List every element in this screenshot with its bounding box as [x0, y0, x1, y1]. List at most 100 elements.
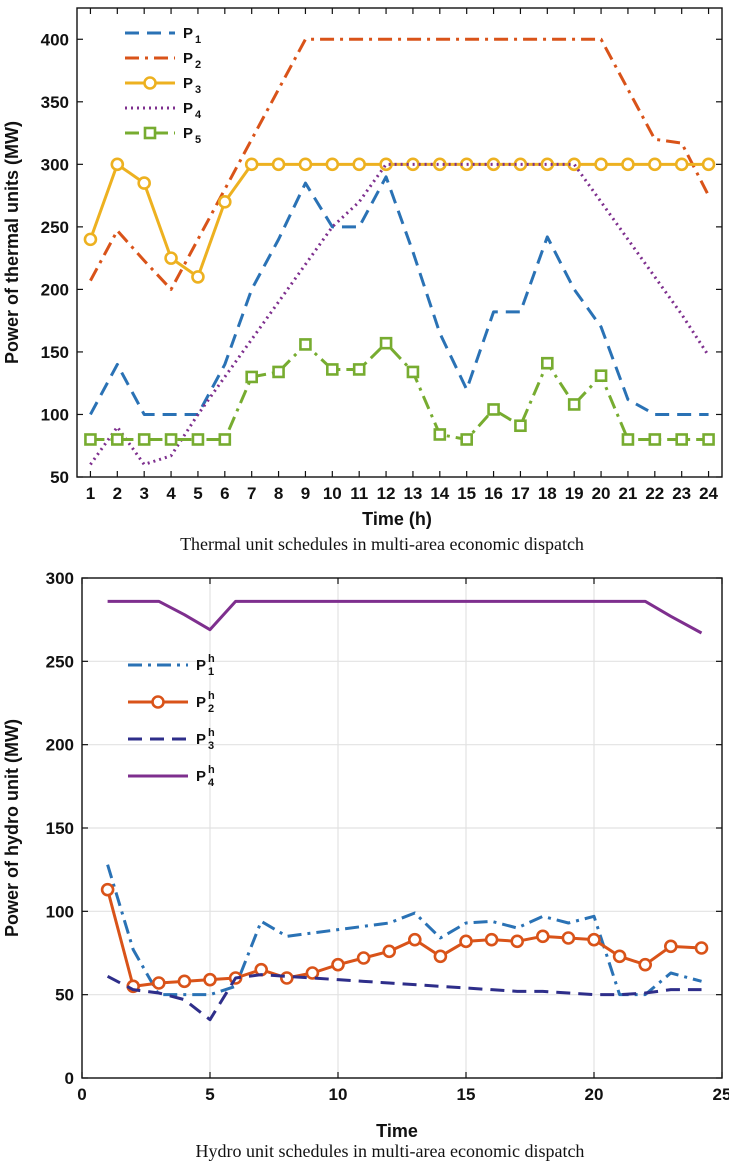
data-point: [510, 934, 525, 949]
data-point: [379, 157, 393, 172]
x-tick-label: 20: [592, 484, 611, 503]
data-point: [110, 157, 125, 172]
x-tick-label: 11: [350, 484, 368, 503]
data-point: [535, 929, 550, 944]
y-tick-label: 100: [46, 902, 74, 921]
data-point: [594, 369, 608, 382]
series-line: [90, 341, 709, 441]
series-line: [89, 175, 709, 416]
data-point: [299, 338, 312, 351]
x-tick-label: 6: [220, 484, 229, 503]
data-point: [356, 951, 371, 965]
data-point: [279, 971, 294, 985]
data-point: [459, 934, 473, 949]
x-tick-label: 17: [511, 484, 530, 503]
legend-marker: [143, 76, 157, 90]
x-tick-label: 15: [457, 1085, 476, 1104]
y-tick-label: 200: [46, 736, 74, 755]
data-point: [648, 433, 662, 446]
data-point: [675, 433, 688, 446]
data-point: [298, 157, 313, 172]
data-point: [352, 363, 366, 376]
data-point: [433, 428, 447, 441]
legend-marker: [151, 695, 165, 709]
legend-label: P: [183, 125, 193, 142]
data-point: [164, 433, 178, 446]
legend-marker: [143, 126, 157, 140]
x-tick-label: 21: [618, 484, 637, 503]
data-point: [433, 157, 447, 172]
legend-subscript: 1: [208, 666, 214, 678]
x-tick-label: 8: [274, 484, 283, 503]
data-point: [271, 157, 286, 172]
y-axis-label: Power of thermal units (MW): [2, 121, 22, 364]
legend-label: P: [183, 100, 193, 117]
legend-label: P: [183, 25, 193, 42]
data-point: [486, 157, 501, 172]
data-point: [702, 433, 715, 446]
legend-label: P: [196, 694, 206, 711]
data-point: [514, 419, 527, 433]
legend-label: P: [183, 50, 193, 67]
x-tick-label: 23: [672, 484, 691, 503]
x-tick-label: 25: [713, 1085, 729, 1104]
data-point: [137, 433, 151, 446]
y-tick-label: 300: [41, 155, 69, 174]
data-point: [567, 398, 581, 411]
x-tick-label: 16: [484, 484, 503, 503]
data-point: [84, 433, 97, 446]
data-point: [152, 976, 166, 990]
data-point: [218, 195, 232, 209]
x-tick-label: 15: [457, 484, 476, 503]
data-point: [83, 232, 98, 247]
data-point: [331, 957, 345, 972]
data-point: [587, 932, 601, 947]
data-point: [203, 972, 217, 987]
y-tick-label: 0: [65, 1069, 74, 1088]
data-point: [561, 931, 576, 945]
legend-subscript: 2: [195, 59, 201, 71]
legend-superscript: h: [208, 764, 215, 776]
y-tick-label: 50: [50, 468, 69, 487]
data-point: [326, 363, 339, 376]
legend-subscript: 4: [208, 777, 215, 789]
series-line: [89, 162, 710, 466]
x-tick-label: 10: [323, 484, 342, 503]
data-point: [177, 974, 192, 989]
y-tick-label: 250: [41, 218, 69, 237]
data-point: [701, 157, 716, 172]
data-point: [191, 433, 205, 446]
x-tick-label: 20: [585, 1085, 604, 1104]
series-line: [107, 599, 703, 635]
x-tick-label: 22: [645, 484, 664, 503]
series-line: [89, 162, 709, 279]
x-tick-label: 3: [139, 484, 148, 503]
data-point: [484, 932, 499, 947]
data-point: [663, 939, 678, 954]
data-point: [352, 157, 366, 172]
figure-caption: Hydro unit schedules in multi-area econo…: [196, 1141, 585, 1161]
x-tick-label: 10: [329, 1085, 348, 1104]
data-point: [218, 433, 232, 446]
legend-subscript: 3: [195, 84, 201, 96]
data-point: [406, 365, 420, 379]
y-tick-label: 400: [41, 30, 69, 49]
chart-1: 1 2 3 4 5 6 7 8 9 10 11 12 13 14 15 16 17 18 19 20 21 22 23 245…: [2, 7, 723, 554]
legend-superscript: h: [208, 653, 215, 665]
legend-superscript: h: [208, 727, 215, 739]
legend-subscript: 5: [195, 134, 201, 146]
data-point: [674, 157, 689, 172]
x-tick-label: 14: [430, 484, 449, 503]
data-point: [541, 356, 554, 370]
x-tick-label: 1: [86, 484, 95, 503]
y-tick-label: 350: [41, 93, 69, 112]
x-axis-label: Time (h): [362, 509, 432, 529]
x-tick-label: 19: [565, 484, 584, 503]
legend-subscript: 4: [195, 109, 202, 121]
